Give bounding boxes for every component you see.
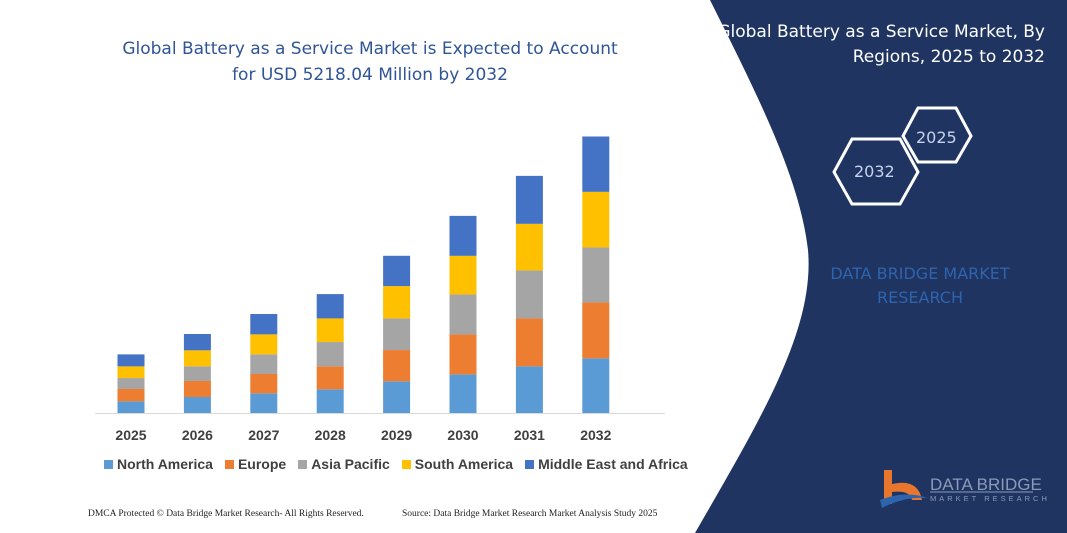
legend-item: North America bbox=[104, 456, 213, 472]
stacked-bar-chart: 2025 2026 2027 2028 2029 2030 2031 2032 bbox=[95, 136, 665, 443]
side-panel-title: Global Battery as a Service Market, By R… bbox=[717, 22, 1045, 67]
bar-2030-south-america bbox=[449, 255, 477, 295]
bar-2027-europe bbox=[250, 373, 278, 394]
legend-swatch bbox=[401, 459, 411, 469]
bar-2031-north-america bbox=[515, 366, 543, 413]
bar-2032-south-america bbox=[582, 191, 610, 248]
bar-2030-asia-pacific bbox=[449, 294, 477, 335]
brand-text: DATA BRIDGE MARKET RESEARCH bbox=[830, 264, 1010, 307]
bar-2032-north-america bbox=[582, 358, 610, 413]
bar-2027-asia-pacific bbox=[250, 354, 278, 374]
bar-2025-europe bbox=[117, 388, 145, 402]
bar-2028-north-america bbox=[316, 389, 344, 413]
legend-item: Europe bbox=[224, 456, 287, 472]
x-tick-label: 2029 bbox=[381, 427, 412, 443]
bar-2031-south-america bbox=[515, 223, 543, 271]
bar-2031-middle-east-and-africa bbox=[515, 175, 543, 224]
logo-text: DATA BRIDGE bbox=[930, 475, 1042, 494]
legend-label: Asia Pacific bbox=[311, 456, 390, 472]
bar-2026-middle-east-and-africa bbox=[183, 333, 211, 351]
legend-label: South America bbox=[414, 456, 514, 472]
bar-2028-asia-pacific bbox=[316, 342, 344, 367]
bar-2029-middle-east-and-africa bbox=[383, 255, 411, 287]
logo-subtext: MARKET RESEARCH bbox=[930, 494, 1050, 503]
legend-label: North America bbox=[117, 456, 213, 472]
bar-2027-north-america bbox=[250, 393, 278, 413]
bar-2027-middle-east-and-africa bbox=[250, 314, 278, 335]
bar-2030-north-america bbox=[449, 374, 477, 413]
bar-2026-europe bbox=[183, 380, 211, 397]
bar-2030-europe bbox=[449, 334, 477, 375]
legend-item: South America bbox=[401, 456, 514, 472]
bar-2028-middle-east-and-africa bbox=[316, 294, 344, 319]
x-tick-label: 2028 bbox=[315, 427, 346, 443]
bar-2025-middle-east-and-africa bbox=[117, 354, 145, 367]
chart-legend: North America Europe Asia Pacific South Ame… bbox=[104, 456, 688, 472]
bar-2032-middle-east-and-africa bbox=[582, 136, 610, 192]
bar-2025-south-america bbox=[117, 366, 145, 379]
bar-2025-north-america bbox=[117, 401, 145, 413]
hexagon-2025 bbox=[901, 106, 973, 164]
bar-2032-asia-pacific bbox=[582, 247, 610, 303]
bar-2029-south-america bbox=[383, 286, 411, 319]
bar-2029-europe bbox=[383, 350, 411, 382]
bar-2031-asia-pacific bbox=[515, 270, 543, 319]
x-tick-label: 2032 bbox=[580, 427, 611, 443]
bar-2031-europe bbox=[515, 318, 543, 367]
x-tick-label: 2026 bbox=[182, 427, 213, 443]
x-tick-label: 2027 bbox=[248, 427, 279, 443]
legend-swatch bbox=[224, 459, 234, 469]
legend-swatch bbox=[104, 459, 113, 469]
x-tick-label: 2031 bbox=[514, 427, 545, 443]
bar-2026-north-america bbox=[183, 396, 211, 413]
logo-icon bbox=[880, 470, 928, 508]
footer-copyright: DMCA Protected © Data Bridge Market Rese… bbox=[88, 509, 364, 519]
bar-2029-asia-pacific bbox=[383, 318, 411, 351]
bar-2029-north-america bbox=[383, 381, 411, 413]
bar-2026-south-america bbox=[183, 350, 211, 367]
bar-2028-south-america bbox=[316, 318, 344, 343]
x-tick-label: 2030 bbox=[447, 427, 478, 443]
legend-item: Middle East and Africa bbox=[525, 456, 688, 472]
bar-2030-middle-east-and-africa bbox=[449, 215, 477, 256]
bar-2032-europe bbox=[582, 302, 610, 359]
bar-2026-asia-pacific bbox=[183, 366, 211, 381]
hex-label-start: 2025 bbox=[916, 128, 957, 147]
legend-swatch bbox=[525, 459, 535, 469]
legend-label: Europe bbox=[237, 456, 287, 472]
hexagon-2032 bbox=[832, 137, 920, 206]
bar-2027-south-america bbox=[250, 334, 278, 355]
bar-2028-europe bbox=[316, 366, 344, 390]
legend-swatch bbox=[298, 459, 308, 469]
legend-label: Middle East and Africa bbox=[538, 456, 688, 472]
chart-title: Global Battery as a Service Market is Ex… bbox=[122, 39, 618, 85]
footer-source: Source: Data Bridge Market Research Mark… bbox=[402, 509, 658, 519]
side-panel-shape bbox=[695, 0, 1067, 533]
bar-2025-asia-pacific bbox=[117, 378, 145, 389]
x-tick-label: 2025 bbox=[115, 427, 146, 443]
legend-item: Asia Pacific bbox=[298, 456, 390, 472]
hex-label-end: 2032 bbox=[854, 162, 895, 181]
